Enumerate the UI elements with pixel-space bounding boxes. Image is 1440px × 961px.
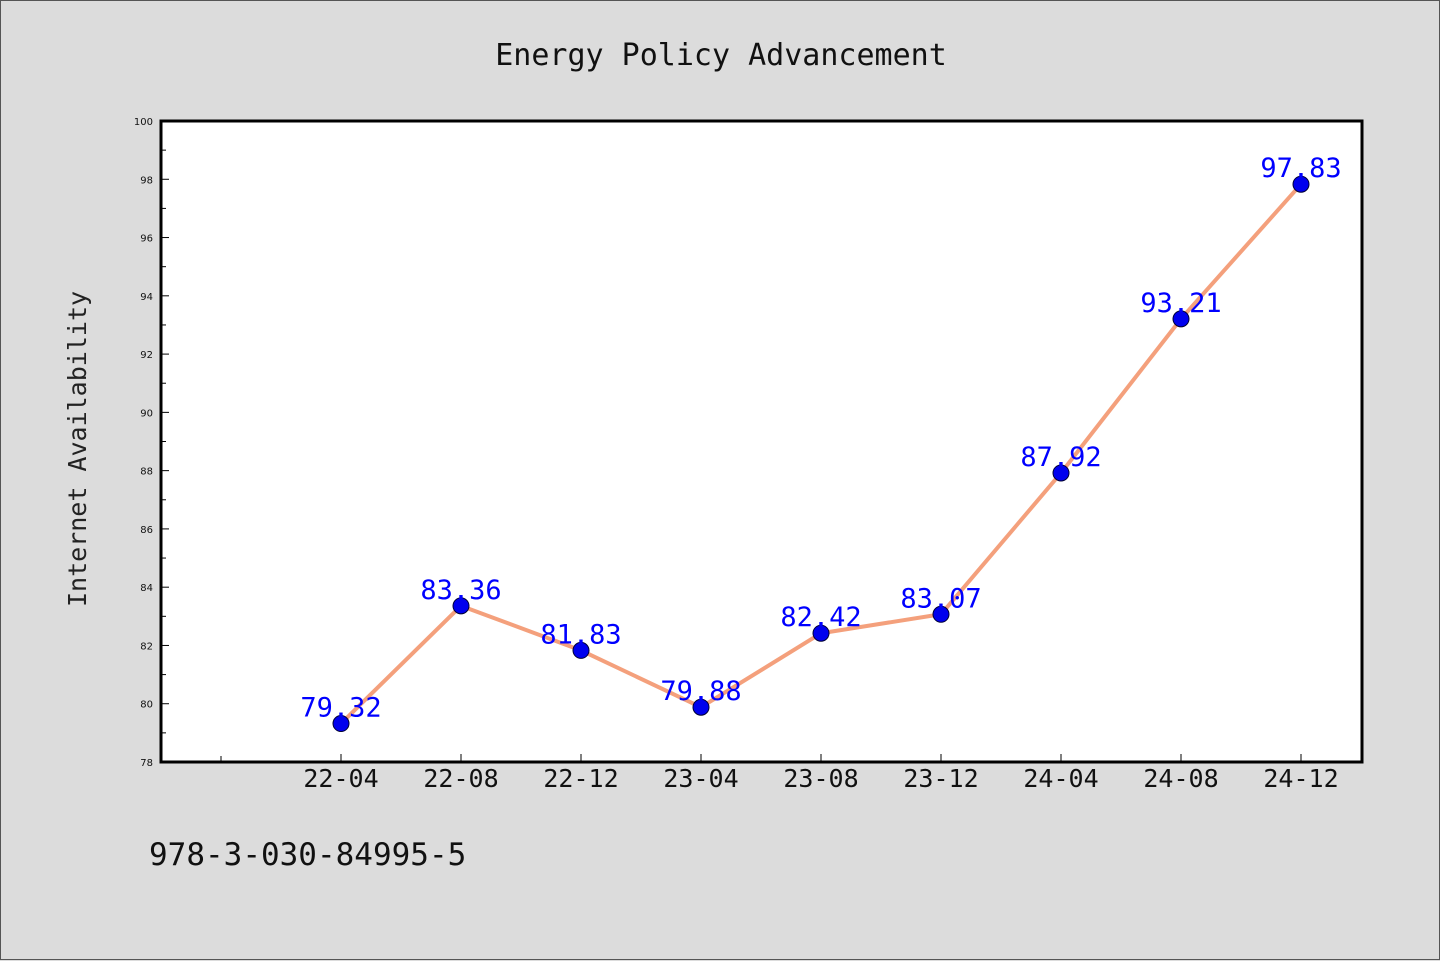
y-tick-label: 84 [140,583,153,594]
x-tick-label: 23-08 [783,764,858,793]
data-point [932,605,950,623]
y-axis-label: Internet Availability [63,291,92,607]
y-tick-label: 96 [140,234,153,245]
y-tick-label: 80 [140,700,153,711]
y-tick-label: 82 [140,641,153,652]
data-point [692,698,710,716]
x-tick-label: 22-08 [423,764,498,793]
x-tick-label: 23-04 [663,764,738,793]
data-markers [332,175,1310,733]
x-tick-label: 22-12 [543,764,618,793]
data-point [332,715,350,733]
data-label: 97.83 [1260,153,1341,184]
y-tick-label: 88 [140,467,153,478]
plot-area [159,119,1364,764]
data-label: 93.21 [1140,288,1221,319]
y-tick-label: 90 [140,408,153,419]
x-tick-label: 24-08 [1143,764,1218,793]
data-label: 83.07 [900,583,981,614]
x-tick-label: 24-04 [1023,764,1098,793]
data-labels: 79.32 83.36 81.83 79.88 82.42 83.07 87.92 93.21… [300,153,1341,723]
data-label: 87.92 [1020,442,1101,473]
data-point [1052,464,1070,482]
data-point [1292,175,1310,193]
data-label: 83.36 [420,575,501,606]
data-label: 81.83 [540,619,621,650]
y-tick-label: 92 [140,350,153,361]
y-tick-label: 98 [140,175,153,186]
x-tick-label: 22-04 [303,764,378,793]
y-tick-label: 100 [134,117,153,128]
data-label: 79.88 [660,676,741,707]
isbn-text: 978-3-030-84995-5 [149,837,466,873]
x-axis-ticks: 22-04 22-08 22-12 23-04 23-08 23-12 24-04 24-08… [220,754,1339,793]
y-axis-ticks: 78 80 82 84 86 88 90 92 94 96 98 100 [134,117,169,769]
x-tick-label: 23-12 [903,764,978,793]
data-label: 82.42 [780,602,861,633]
data-label: 79.32 [300,693,381,724]
y-tick-label: 78 [140,758,153,769]
y-tick-label: 94 [140,292,153,303]
data-point [1172,310,1190,328]
data-point [812,624,830,642]
chart-title: Energy Policy Advancement [495,38,947,73]
data-point [452,597,470,615]
data-point [572,641,590,659]
y-tick-label: 86 [140,525,153,536]
x-tick-label: 24-12 [1263,764,1338,793]
